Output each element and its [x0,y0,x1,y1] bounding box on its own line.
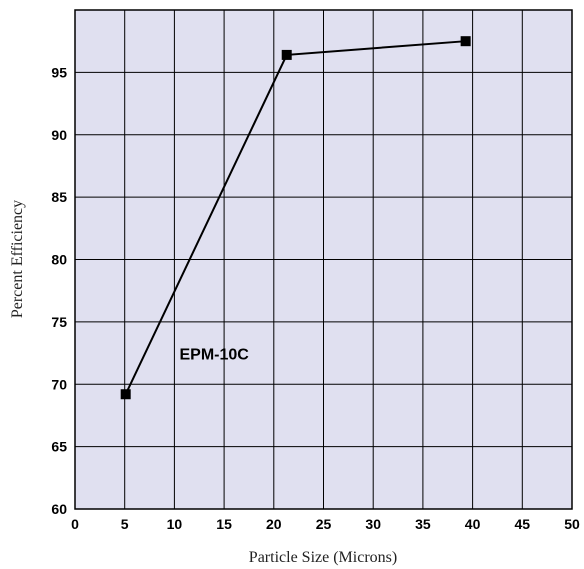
x-tick-label: 50 [564,516,580,532]
x-tick-label: 20 [266,516,282,532]
y-tick-label: 65 [51,439,67,455]
x-tick-label: 5 [121,516,129,532]
plot-border [74,9,573,510]
series [120,36,471,400]
x-tick-label: 30 [365,516,381,532]
data-point [460,36,471,47]
series-annotation: EPM-10C [179,346,249,363]
x-axis: 0 5 10 15 20 25 30 35 40 45 50 [71,516,580,532]
x-tick-label: 35 [415,516,431,532]
y-tick-label: 75 [51,314,67,330]
x-tick-label: 45 [515,516,531,532]
y-tick-label: 60 [51,501,67,517]
data-point [120,389,131,400]
y-tick-label: 95 [51,64,67,80]
x-tick-label: 40 [465,516,481,532]
x-tick-label: 10 [167,516,183,532]
annotations: EPM-10C [179,346,249,363]
x-tick-label: 25 [316,516,332,532]
y-axis-title: Percent Efficiency [9,200,26,318]
grid [75,10,572,509]
data-point [281,49,292,60]
y-tick-label: 90 [51,127,67,143]
y-tick-label: 85 [51,189,67,205]
x-tick-label: 15 [216,516,232,532]
y-axis: 60 65 70 75 80 85 90 95 [51,64,67,517]
y-tick-label: 70 [51,376,67,392]
x-axis-title: Particle Size (Microns) [249,549,397,566]
x-tick-label: 0 [71,516,79,532]
y-tick-label: 80 [51,252,67,268]
